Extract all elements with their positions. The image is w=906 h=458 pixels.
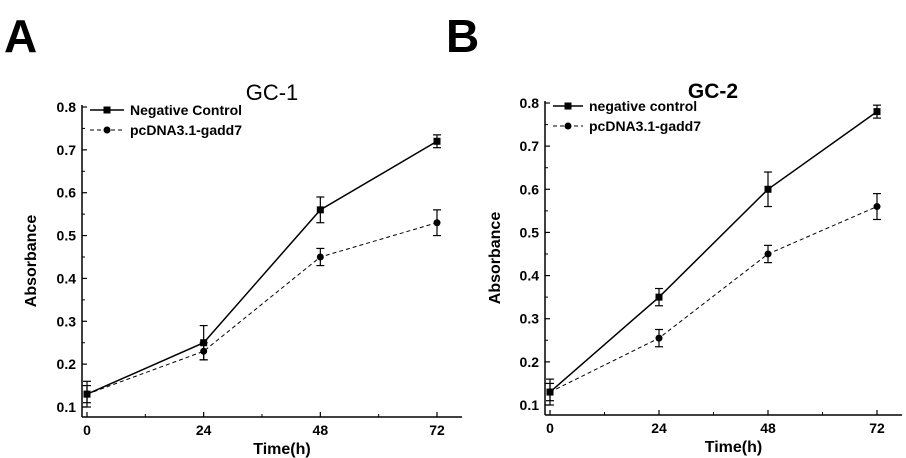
chart-b-legend-1-marker <box>564 122 572 130</box>
chart-b-plot: 0.1 0.2 0.3 0.4 0.5 0.6 0.7 0.8 0 24 48 72 Time(h) Ab… <box>487 95 902 456</box>
chart-b-series-1-point <box>655 334 663 342</box>
chart-a-ytick-label: 0.6 <box>57 185 77 201</box>
panel-letter-b: B <box>446 10 479 62</box>
chart-b-series-0-point <box>873 108 881 116</box>
chart-a-xtick-label: 48 <box>313 422 329 438</box>
chart-a-ytick-label: 0.5 <box>57 228 77 244</box>
chart-title-b: GC-2 <box>688 80 738 103</box>
chart-a-ylabel: Absorbance <box>23 215 40 308</box>
chart-a-plot: 0.1 0.2 0.3 0.4 0.5 0.6 0.7 0.8 0 24 48 72 Time(h) Ab… <box>23 99 462 458</box>
chart-a-xtick-label: 24 <box>196 422 212 438</box>
chart-b-ytick-label: 0.3 <box>520 311 540 327</box>
chart-b-xtick-label: 24 <box>651 420 667 436</box>
chart-a-series-1-point <box>433 219 441 227</box>
chart-a-ytick-label: 0.8 <box>57 99 77 115</box>
chart-b-ytick-label: 0.7 <box>520 138 540 154</box>
chart-b-xlabel: Time(h) <box>705 439 762 456</box>
chart-a-legend-0-label: Negative Control <box>130 102 242 118</box>
chart-a-xtick-label: 72 <box>429 422 445 438</box>
chart-a-xlabel: Time(h) <box>253 441 310 458</box>
chart-b-series-1-point <box>764 250 772 258</box>
chart-b-legend-1-label: pcDNA3.1-gadd7 <box>589 118 701 134</box>
chart-a-series-1-point <box>200 347 208 355</box>
chart-b-xtick-label: 0 <box>546 420 554 436</box>
chart-a-ytick-label: 0.7 <box>57 142 77 158</box>
chart-b-series-1-line <box>549 206 878 393</box>
chart-b-ytick-label: 0.4 <box>520 268 540 284</box>
chart-a-series-0-line <box>86 140 438 395</box>
chart-a-ytick-label: 0.4 <box>57 270 77 286</box>
chart-a-ytick-label: 0.1 <box>57 399 77 415</box>
chart-title-a: GC-1 <box>246 80 299 105</box>
chart-a-legend-1-label: pcDNA3.1-gadd7 <box>130 122 242 138</box>
chart-b-series-0-line <box>549 111 878 393</box>
chart-a-legend-1-marker <box>103 126 111 134</box>
chart-b-ytick-label: 0.2 <box>520 354 540 370</box>
chart-b-ytick-label: 0.6 <box>520 181 540 197</box>
chart-a-ytick-label: 0.2 <box>57 356 77 372</box>
chart-b-series-0-point <box>764 185 772 193</box>
chart-b-ytick-label: 0.8 <box>520 95 540 111</box>
chart-a-xtick-label: 0 <box>83 422 91 438</box>
chart-b-series-1-point <box>546 388 554 396</box>
chart-a-ytick-label: 0.3 <box>57 313 77 329</box>
chart-b-ytick-label: 0.1 <box>520 397 540 413</box>
chart-b-xtick-label: 48 <box>760 420 776 436</box>
chart-b-xtick-label: 72 <box>869 420 885 436</box>
chart-a-legend-0-marker <box>103 106 111 114</box>
chart-b-ylabel: Absorbance <box>487 212 504 305</box>
chart-b-series-1-point <box>873 203 881 211</box>
chart-a-series-1-point <box>316 253 324 261</box>
chart-a-series-0-point <box>316 206 324 214</box>
chart-b-ytick-label: 0.5 <box>520 224 540 240</box>
chart-a-series-1-line <box>86 222 438 395</box>
panel-letter-a: A <box>4 10 37 62</box>
chart-b-legend-0-marker <box>564 102 572 110</box>
chart-a-series-0-point <box>433 137 441 145</box>
chart-b-legend-0-label: negative control <box>589 98 697 114</box>
chart-a-series-1-point <box>83 390 91 398</box>
chart-b-series-0-point <box>655 293 663 301</box>
